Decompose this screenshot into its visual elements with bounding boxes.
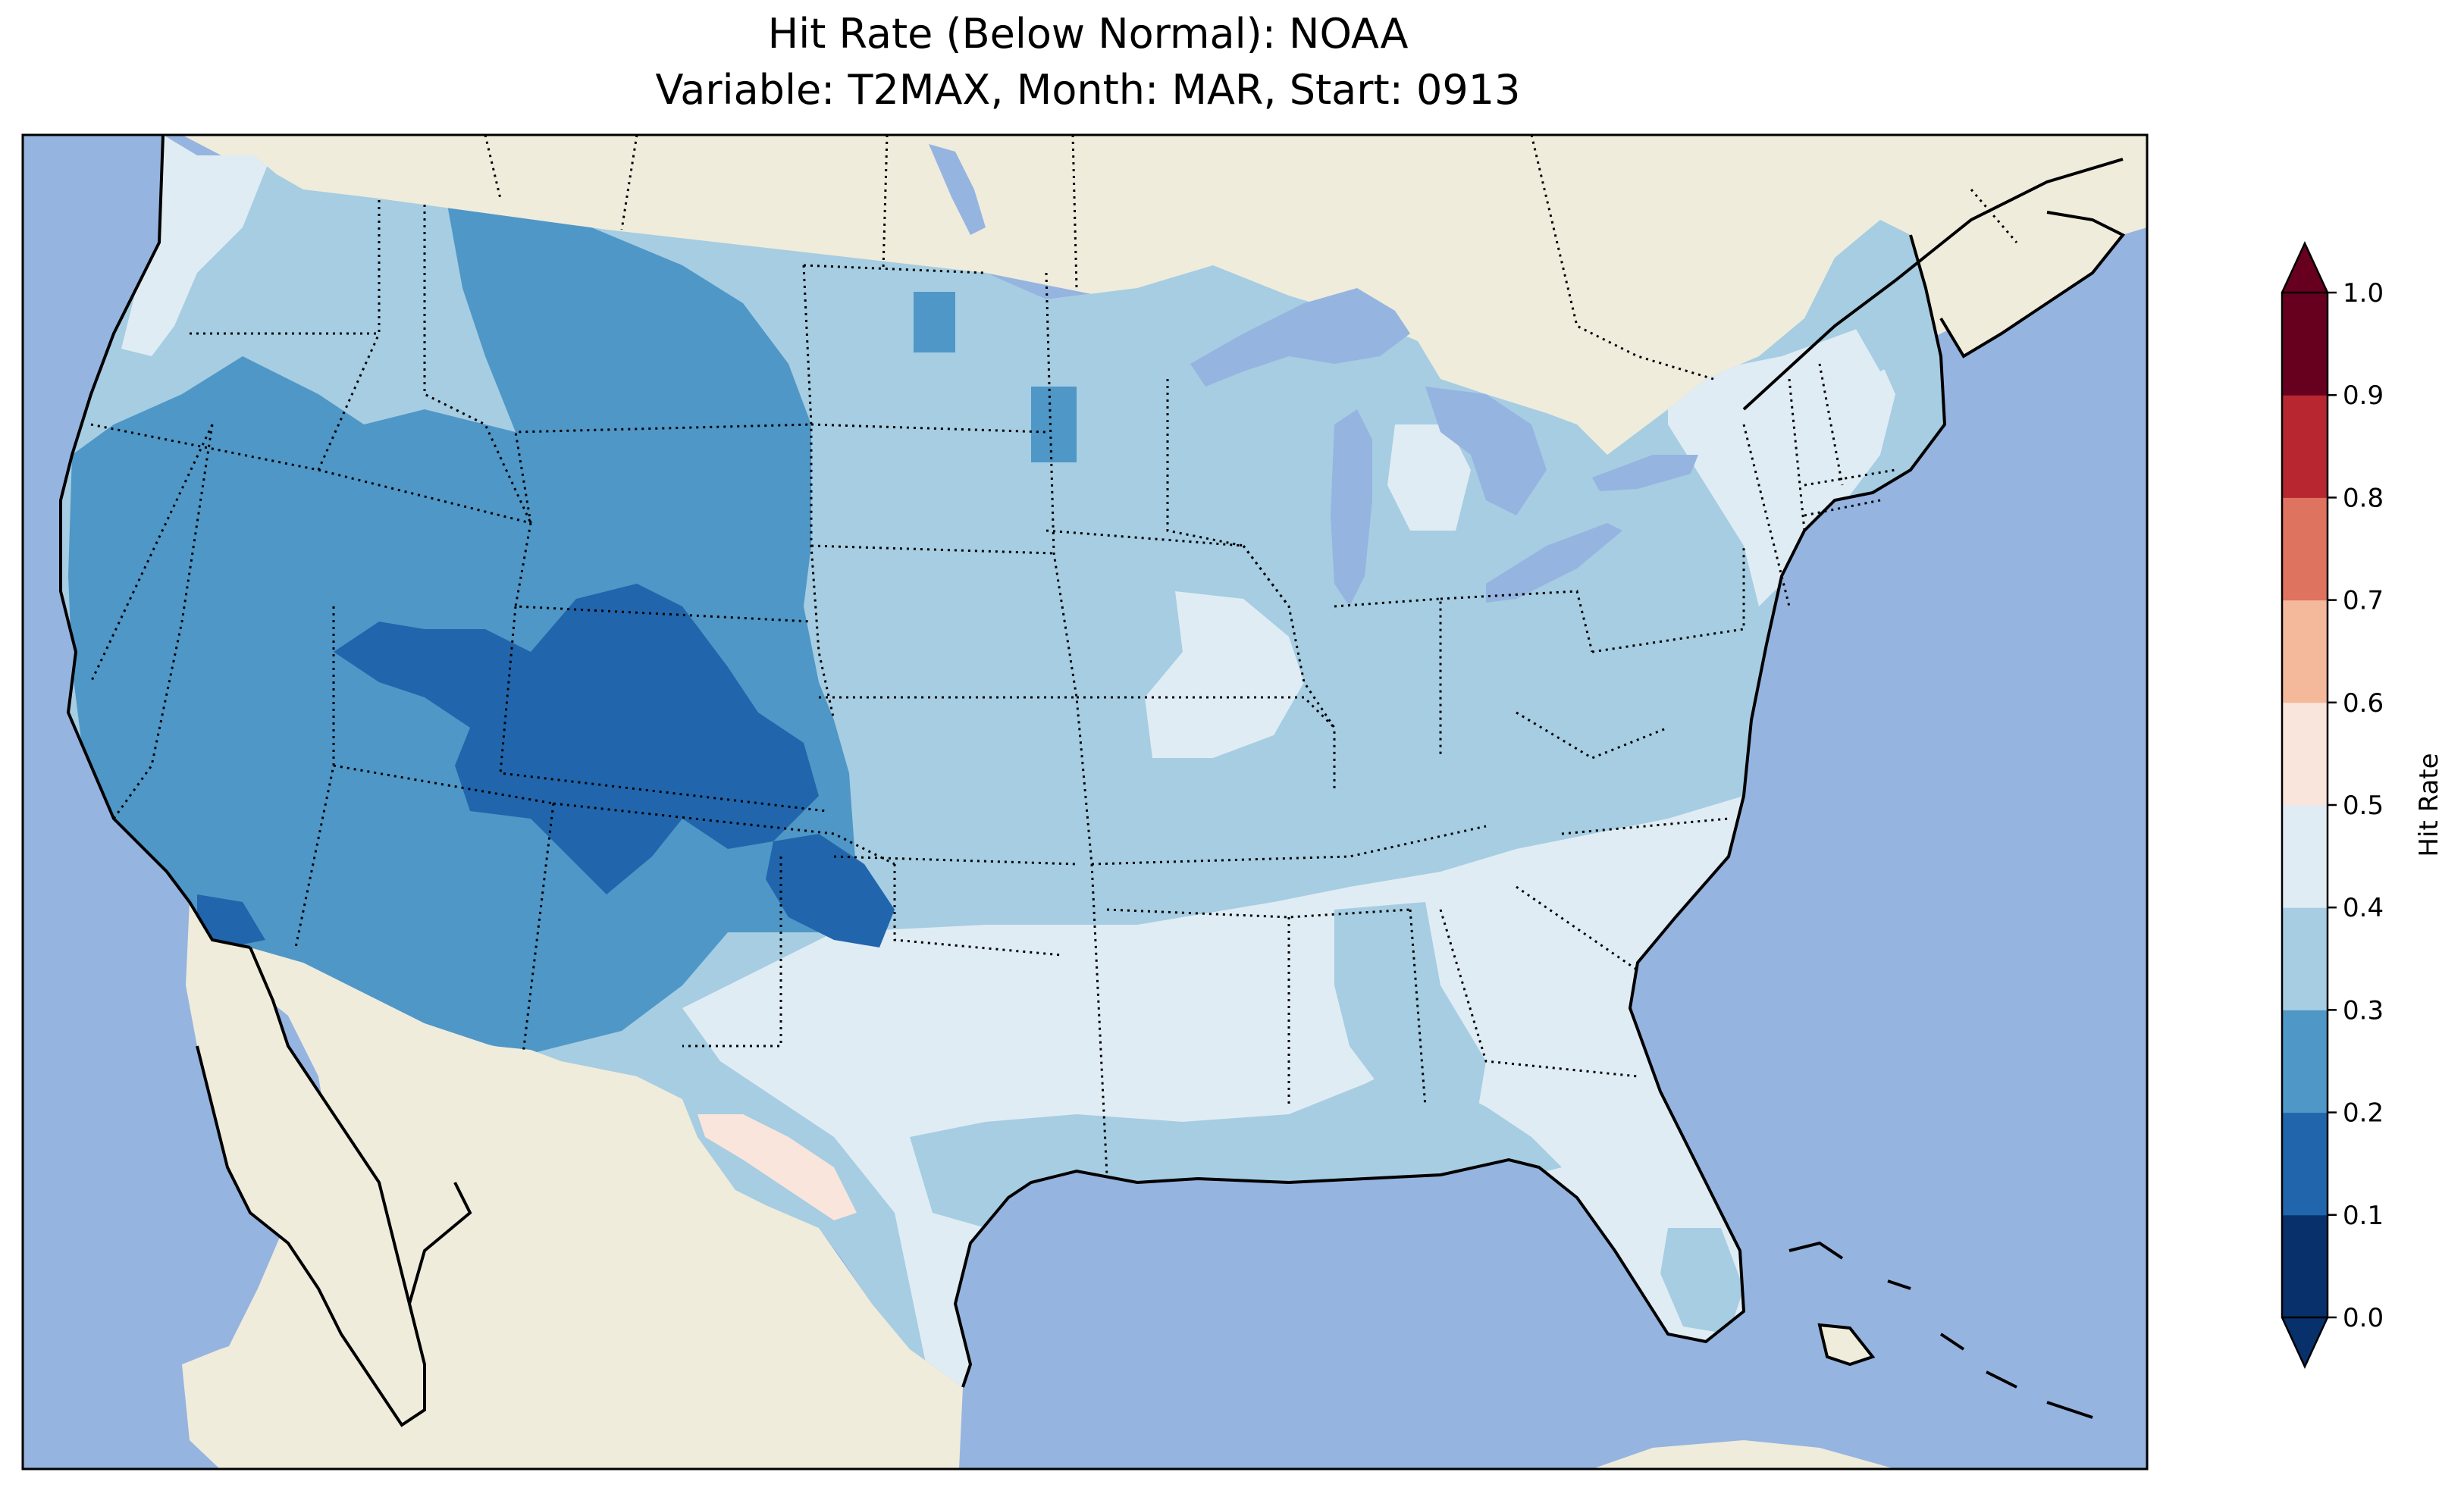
state-border xyxy=(90,423,531,525)
field-region-maine xyxy=(1850,227,1933,371)
state-border xyxy=(1804,468,1896,487)
state-border xyxy=(1818,363,1844,486)
caribbean-land xyxy=(1592,1440,1895,1469)
state-border xyxy=(112,424,214,819)
state-border xyxy=(1090,863,1108,1176)
coastline-st-lawrence xyxy=(1742,158,2124,411)
lake-winnipeg xyxy=(929,144,986,235)
coastline-cuba xyxy=(1817,1323,1876,1367)
state-border xyxy=(1561,817,1729,835)
state-border xyxy=(499,606,827,813)
lake-superior xyxy=(1190,288,1410,387)
state-border xyxy=(682,857,782,1048)
state-border xyxy=(1166,379,1244,547)
map-frame xyxy=(21,133,2149,1471)
state-border xyxy=(514,522,812,623)
province-border xyxy=(1970,189,2018,243)
state-border xyxy=(317,333,381,471)
field-region-illinois-patch xyxy=(1145,591,1304,758)
state-border xyxy=(333,764,554,805)
baja-california-land xyxy=(186,902,425,1425)
state-border xyxy=(1440,590,1594,653)
coastlines xyxy=(59,134,2126,1427)
map-title-line-2: Variable: T2MAX, Month: MAR, Start: 0913 xyxy=(655,66,1521,114)
cuba-land xyxy=(1820,1325,1873,1364)
lake-huron xyxy=(1425,387,1547,515)
state-border xyxy=(803,264,986,274)
state-border xyxy=(1409,909,1427,1107)
field-region-pnw-coast xyxy=(121,135,273,356)
field-region-southern-california-core xyxy=(197,894,265,947)
coastline-maritimes xyxy=(1939,211,2126,359)
lakes xyxy=(929,144,1698,606)
field-region-michigan-patch xyxy=(1387,424,1471,531)
province-border xyxy=(1071,134,1078,289)
field-region-oklahoma-panhandle-core xyxy=(766,834,895,947)
maritimes-land xyxy=(1941,212,2123,356)
coastline-gulf xyxy=(953,234,1947,1388)
state-border xyxy=(1516,711,1669,760)
coastline-baja xyxy=(196,947,426,1427)
field-region-nd-patch xyxy=(914,292,955,352)
field-region-west-texas-patch xyxy=(698,1114,857,1220)
field-region-four-corners-core xyxy=(334,584,819,894)
state-border xyxy=(190,199,381,335)
lake-erie xyxy=(1486,523,1622,603)
coastline-mexico-mainland xyxy=(408,1182,472,1305)
state-border xyxy=(1439,909,1638,1078)
state-border xyxy=(893,864,1062,957)
lake-ontario xyxy=(1592,455,1698,491)
field-region-south-florida xyxy=(1660,1228,1744,1334)
field-region-deep-south-tongue xyxy=(1334,902,1486,1107)
province-border xyxy=(620,134,638,230)
state-border xyxy=(1077,696,1336,729)
field-region-new-england xyxy=(1668,326,1895,606)
province-border xyxy=(882,134,889,270)
state-border xyxy=(522,803,555,1054)
coastline-bahamas xyxy=(1788,1241,2093,1419)
state-border xyxy=(1788,378,1806,531)
field-region-sd-patch xyxy=(1031,387,1077,462)
lake-michigan xyxy=(1331,409,1372,606)
state-border xyxy=(1334,597,1442,758)
coastline-west xyxy=(59,134,251,949)
state-border xyxy=(810,423,1047,434)
map-title-line-1: Hit Rate (Below Normal): NOAA xyxy=(767,10,1409,58)
state-borders xyxy=(89,134,2018,1176)
